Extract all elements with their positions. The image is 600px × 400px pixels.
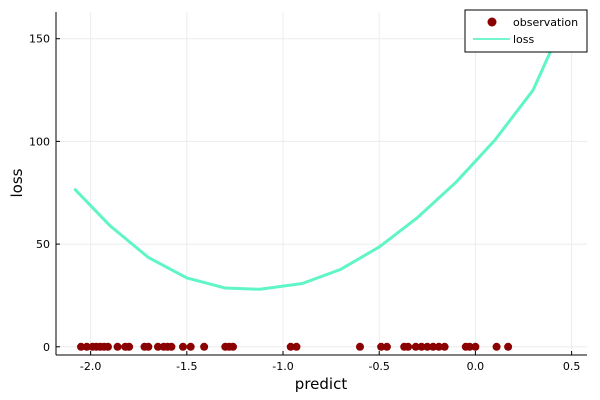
scatter-point-observation [153, 342, 162, 351]
x-tick-label: 0.0 [467, 360, 485, 373]
tick-labels: -2.0 -1.5 -1.0 -0.5 0.0 0.5 0 50 100 150 [29, 33, 580, 373]
x-tick-label: -0.5 [368, 360, 389, 373]
y-axis-title: loss [8, 168, 26, 197]
legend-marker-observation [487, 17, 497, 27]
scatter-point-observation [286, 342, 295, 351]
x-tick-label: 0.5 [563, 360, 581, 373]
scatter-point-observation [465, 342, 474, 351]
scatter-point-observation [103, 342, 112, 351]
scatter-point-observation [77, 342, 86, 351]
y-tick-label: 0 [43, 341, 50, 354]
scatter-point-observation [440, 342, 449, 351]
legend-label-loss: loss [513, 33, 535, 46]
scatter-point-observation [355, 342, 364, 351]
scatter-point-observation [471, 342, 480, 351]
y-tick-label: 50 [36, 238, 50, 251]
scatter-point-observation [434, 342, 443, 351]
scatter-point-observation [292, 342, 301, 351]
scatter-point-observation [229, 342, 237, 351]
scatter-point-observation [144, 342, 153, 351]
x-tick-label: -1.0 [272, 360, 293, 373]
y-tick-label: 100 [29, 135, 50, 148]
scatter-point-observation [382, 342, 391, 351]
scatter-point-observation [411, 342, 420, 351]
legend: observation loss [464, 9, 588, 53]
scatter-point-observation [82, 342, 91, 351]
scatter-point-observation [113, 342, 122, 351]
scatter-point-observation [404, 342, 413, 351]
x-axis-title: predict [295, 375, 348, 393]
scatter-point-observation [423, 342, 432, 351]
scatter-point-observation [504, 342, 513, 351]
scatter-point-observation [417, 342, 426, 351]
scatter-point-observation [178, 342, 187, 351]
y-tick-label: 150 [29, 33, 50, 46]
legend-box [464, 9, 588, 53]
scatter-point-observation [429, 342, 438, 351]
x-tick-label: -1.5 [176, 360, 197, 373]
scatter-point-observation [125, 342, 134, 351]
legend-label-observation: observation [513, 16, 578, 29]
scatter-point-observation [492, 342, 501, 351]
scatter-point-observation [377, 342, 386, 351]
series-line-loss [73, 20, 566, 291]
scatter-point-observation [186, 342, 195, 351]
scatter-point-observation [167, 342, 176, 351]
axes [55, 12, 587, 356]
plot-area [73, 20, 566, 351]
x-tick-label: -2.0 [80, 360, 101, 373]
scatter-point-observation [200, 342, 209, 351]
